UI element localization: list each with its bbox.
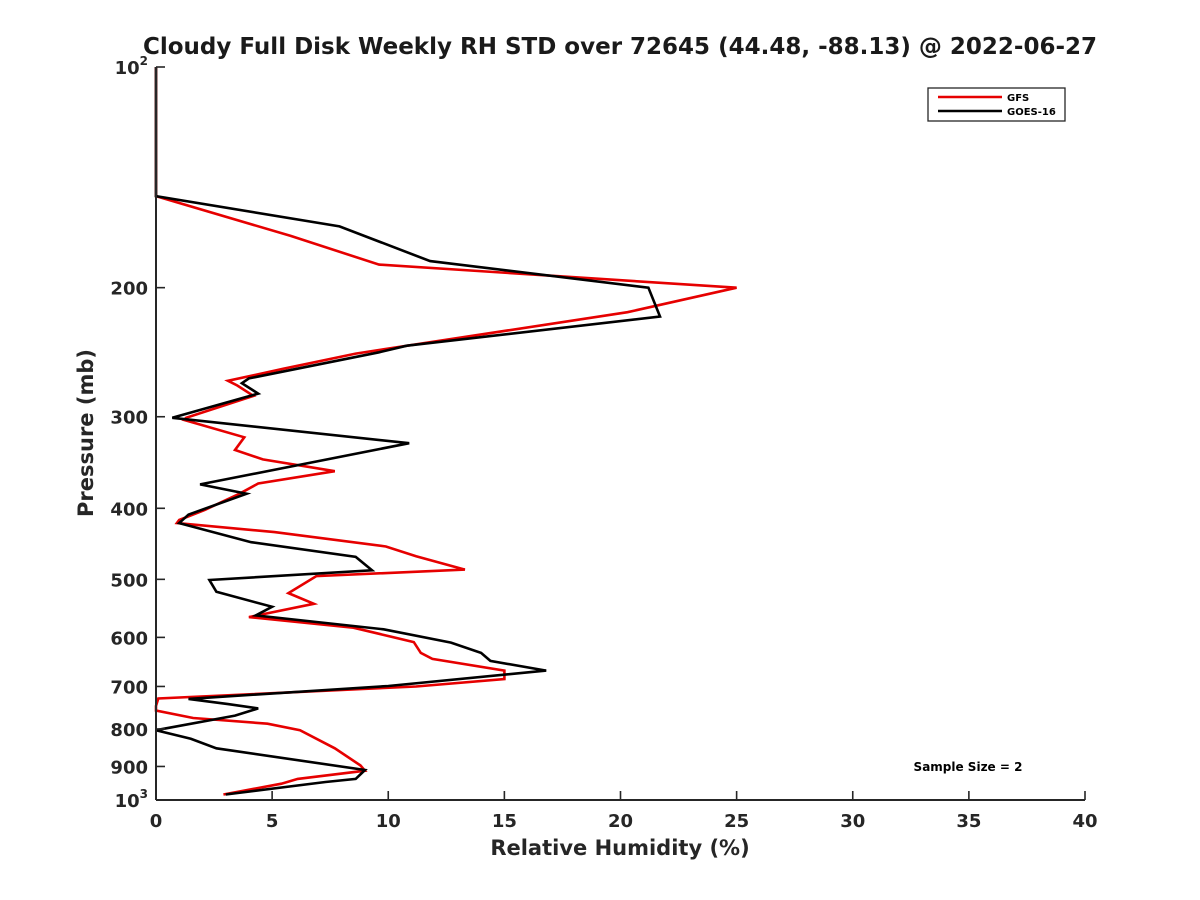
series-line-gfs: [154, 67, 737, 796]
x-tick-label: 0: [150, 811, 163, 832]
y-tick-label: 300: [110, 408, 148, 429]
y-tick-label: 600: [110, 628, 148, 649]
y-tick-label: 103: [115, 787, 148, 812]
y-tick-label: 800: [110, 720, 148, 741]
x-tick-label: 30: [840, 811, 865, 832]
x-tick-label: 40: [1072, 811, 1097, 832]
legend: GFS GOES-16: [927, 87, 1066, 122]
legend-label-gfs: GFS: [1007, 93, 1029, 104]
series-line-goes16: [154, 67, 662, 796]
x-tick-label: 25: [724, 811, 749, 832]
x-tick-label: 35: [956, 811, 981, 832]
x-axis-label: Relative Humidity (%): [490, 836, 749, 860]
x-tick-label: 10: [376, 811, 401, 832]
y-tick-label: 200: [110, 279, 148, 300]
plot-lines: [154, 67, 737, 796]
y-tick-label: 500: [110, 570, 148, 591]
y-tick-label: 102: [115, 54, 148, 79]
x-tick-label: 5: [266, 811, 279, 832]
x-tick-label: 15: [492, 811, 517, 832]
x-tick-label: 20: [608, 811, 633, 832]
legend-box: [927, 87, 1066, 122]
y-tick-label: 900: [110, 757, 148, 778]
chart-title: Cloudy Full Disk Weekly RH STD over 7264…: [143, 34, 1097, 60]
legend-label-goes16: GOES-16: [1007, 107, 1056, 118]
sample-size-annotation: Sample Size = 2: [914, 760, 1023, 774]
y-tick-label: 400: [110, 499, 148, 520]
y-tick-label: 700: [110, 677, 148, 698]
axes: 0 5 10 15 20 25 30 35 40 102 200 300 400 500 600 700 800…: [110, 54, 1097, 832]
y-axis-label: Pressure (mb): [74, 349, 98, 517]
